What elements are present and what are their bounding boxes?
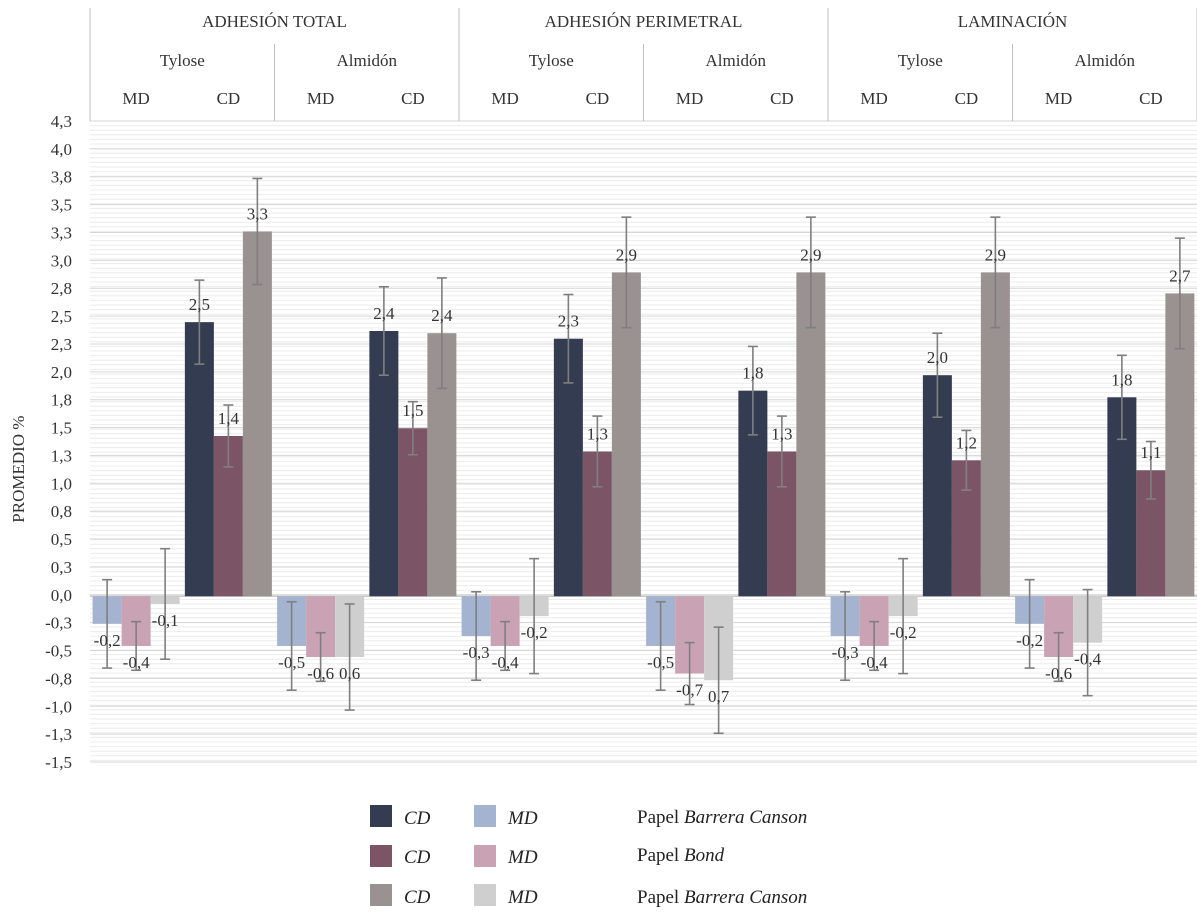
data-label: 1,1 [1140,443,1161,462]
y-tick-label: 0,3 [51,558,72,577]
header-direction-label: CD [586,89,610,108]
data-label: 2,4 [431,306,453,325]
header-adhesive-label: Tylose [160,51,205,70]
header-direction-label: MD [1045,89,1072,108]
data-label: 2,9 [616,245,637,264]
y-tick-label: -0,3 [45,614,72,633]
header-direction-label: MD [860,89,887,108]
y-tick-label: 1,3 [51,446,72,465]
header-direction-label: MD [307,89,334,108]
data-label: -0,3 [463,643,490,662]
data-label: -0,2 [1016,631,1043,650]
data-label: -0,3 [832,643,859,662]
header-adhesive-label: Almidón [1075,51,1136,70]
data-label: 2,9 [800,245,821,264]
data-label: -0,1 [152,611,179,630]
data-label: -0,4 [861,653,888,672]
data-label: 1,8 [742,364,763,383]
data-label: -0,4 [123,653,150,672]
data-label: -0,5 [278,653,305,672]
header-direction-label: MD [122,89,149,108]
bar [184,322,214,597]
y-axis-label: PROMEDIO % [9,416,28,523]
y-tick-label: -1,0 [45,697,72,716]
y-tick-label: 3,5 [51,196,72,215]
header-direction-label: CD [217,89,241,108]
header-group-label: LAMINACIÓN [958,12,1068,31]
y-tick-label: 2,0 [51,363,72,382]
data-label: 1,3 [587,424,608,443]
data-label: -0,2 [521,623,548,642]
data-label: -0,5 [647,653,674,672]
data-label: 0,7 [708,687,730,706]
y-tick-label: -1,3 [45,725,72,744]
header-group-label: ADHESIÓN PERIMETRAL [545,12,743,31]
data-label: 0,6 [339,664,360,683]
header-group-label: ADHESIÓN TOTAL [202,12,347,31]
data-label: -0,4 [492,653,519,672]
data-label: 2,5 [189,295,210,314]
header-adhesive-label: Almidón [337,51,398,70]
data-label: 1,5 [402,401,423,420]
y-tick-label: 1,8 [51,391,72,410]
data-label: 2,3 [558,312,579,331]
bar [242,231,272,597]
data-label: -0,6 [307,664,334,683]
header-adhesive-label: Tylose [898,51,943,70]
header-direction-label: CD [401,89,425,108]
y-tick-label: 3,0 [51,251,72,270]
y-tick-label: 2,8 [51,279,72,298]
data-label: 2,7 [1169,266,1191,285]
data-label: -0,2 [94,631,121,650]
data-label: 2,9 [985,245,1006,264]
data-label: -0,6 [1045,664,1072,683]
data-label: -0,4 [1074,650,1101,669]
data-label: -0,2 [890,623,917,642]
header-direction-label: CD [1139,89,1163,108]
data-label: 3,3 [247,205,268,224]
header-adhesive-label: Almidón [706,51,767,70]
y-tick-label: 1,5 [51,419,72,438]
data-label: 2,0 [927,348,948,367]
header-direction-label: CD [955,89,979,108]
header-direction-label: MD [491,89,518,108]
y-tick-label: 0,5 [51,530,72,549]
header-direction-label: MD [676,89,703,108]
y-tick-label: 4,0 [51,140,72,159]
data-label: 1,2 [956,433,977,452]
y-tick-label: 3,8 [51,168,72,187]
data-label: 1,3 [771,424,792,443]
y-tick-label: -0,8 [45,669,72,688]
data-label: 1,4 [218,409,240,428]
y-tick-label: 2,5 [51,307,72,326]
data-label: -0,7 [676,681,703,700]
y-tick-label: -0,5 [45,642,72,661]
y-tick-label: 3,3 [51,223,72,242]
header-adhesive-label: Tylose [529,51,574,70]
y-tick-label: 2,3 [51,335,72,354]
y-tick-label: 0,0 [51,586,72,605]
y-tick-label: 0,8 [51,502,72,521]
data-label: 2,4 [373,304,395,323]
y-tick-label: -1,5 [45,753,72,772]
header-direction-label: CD [770,89,794,108]
bar [398,428,428,597]
data-label: 1,8 [1111,370,1132,389]
y-tick-label: 4,3 [51,112,72,131]
y-tick-label: 1,0 [51,474,72,493]
